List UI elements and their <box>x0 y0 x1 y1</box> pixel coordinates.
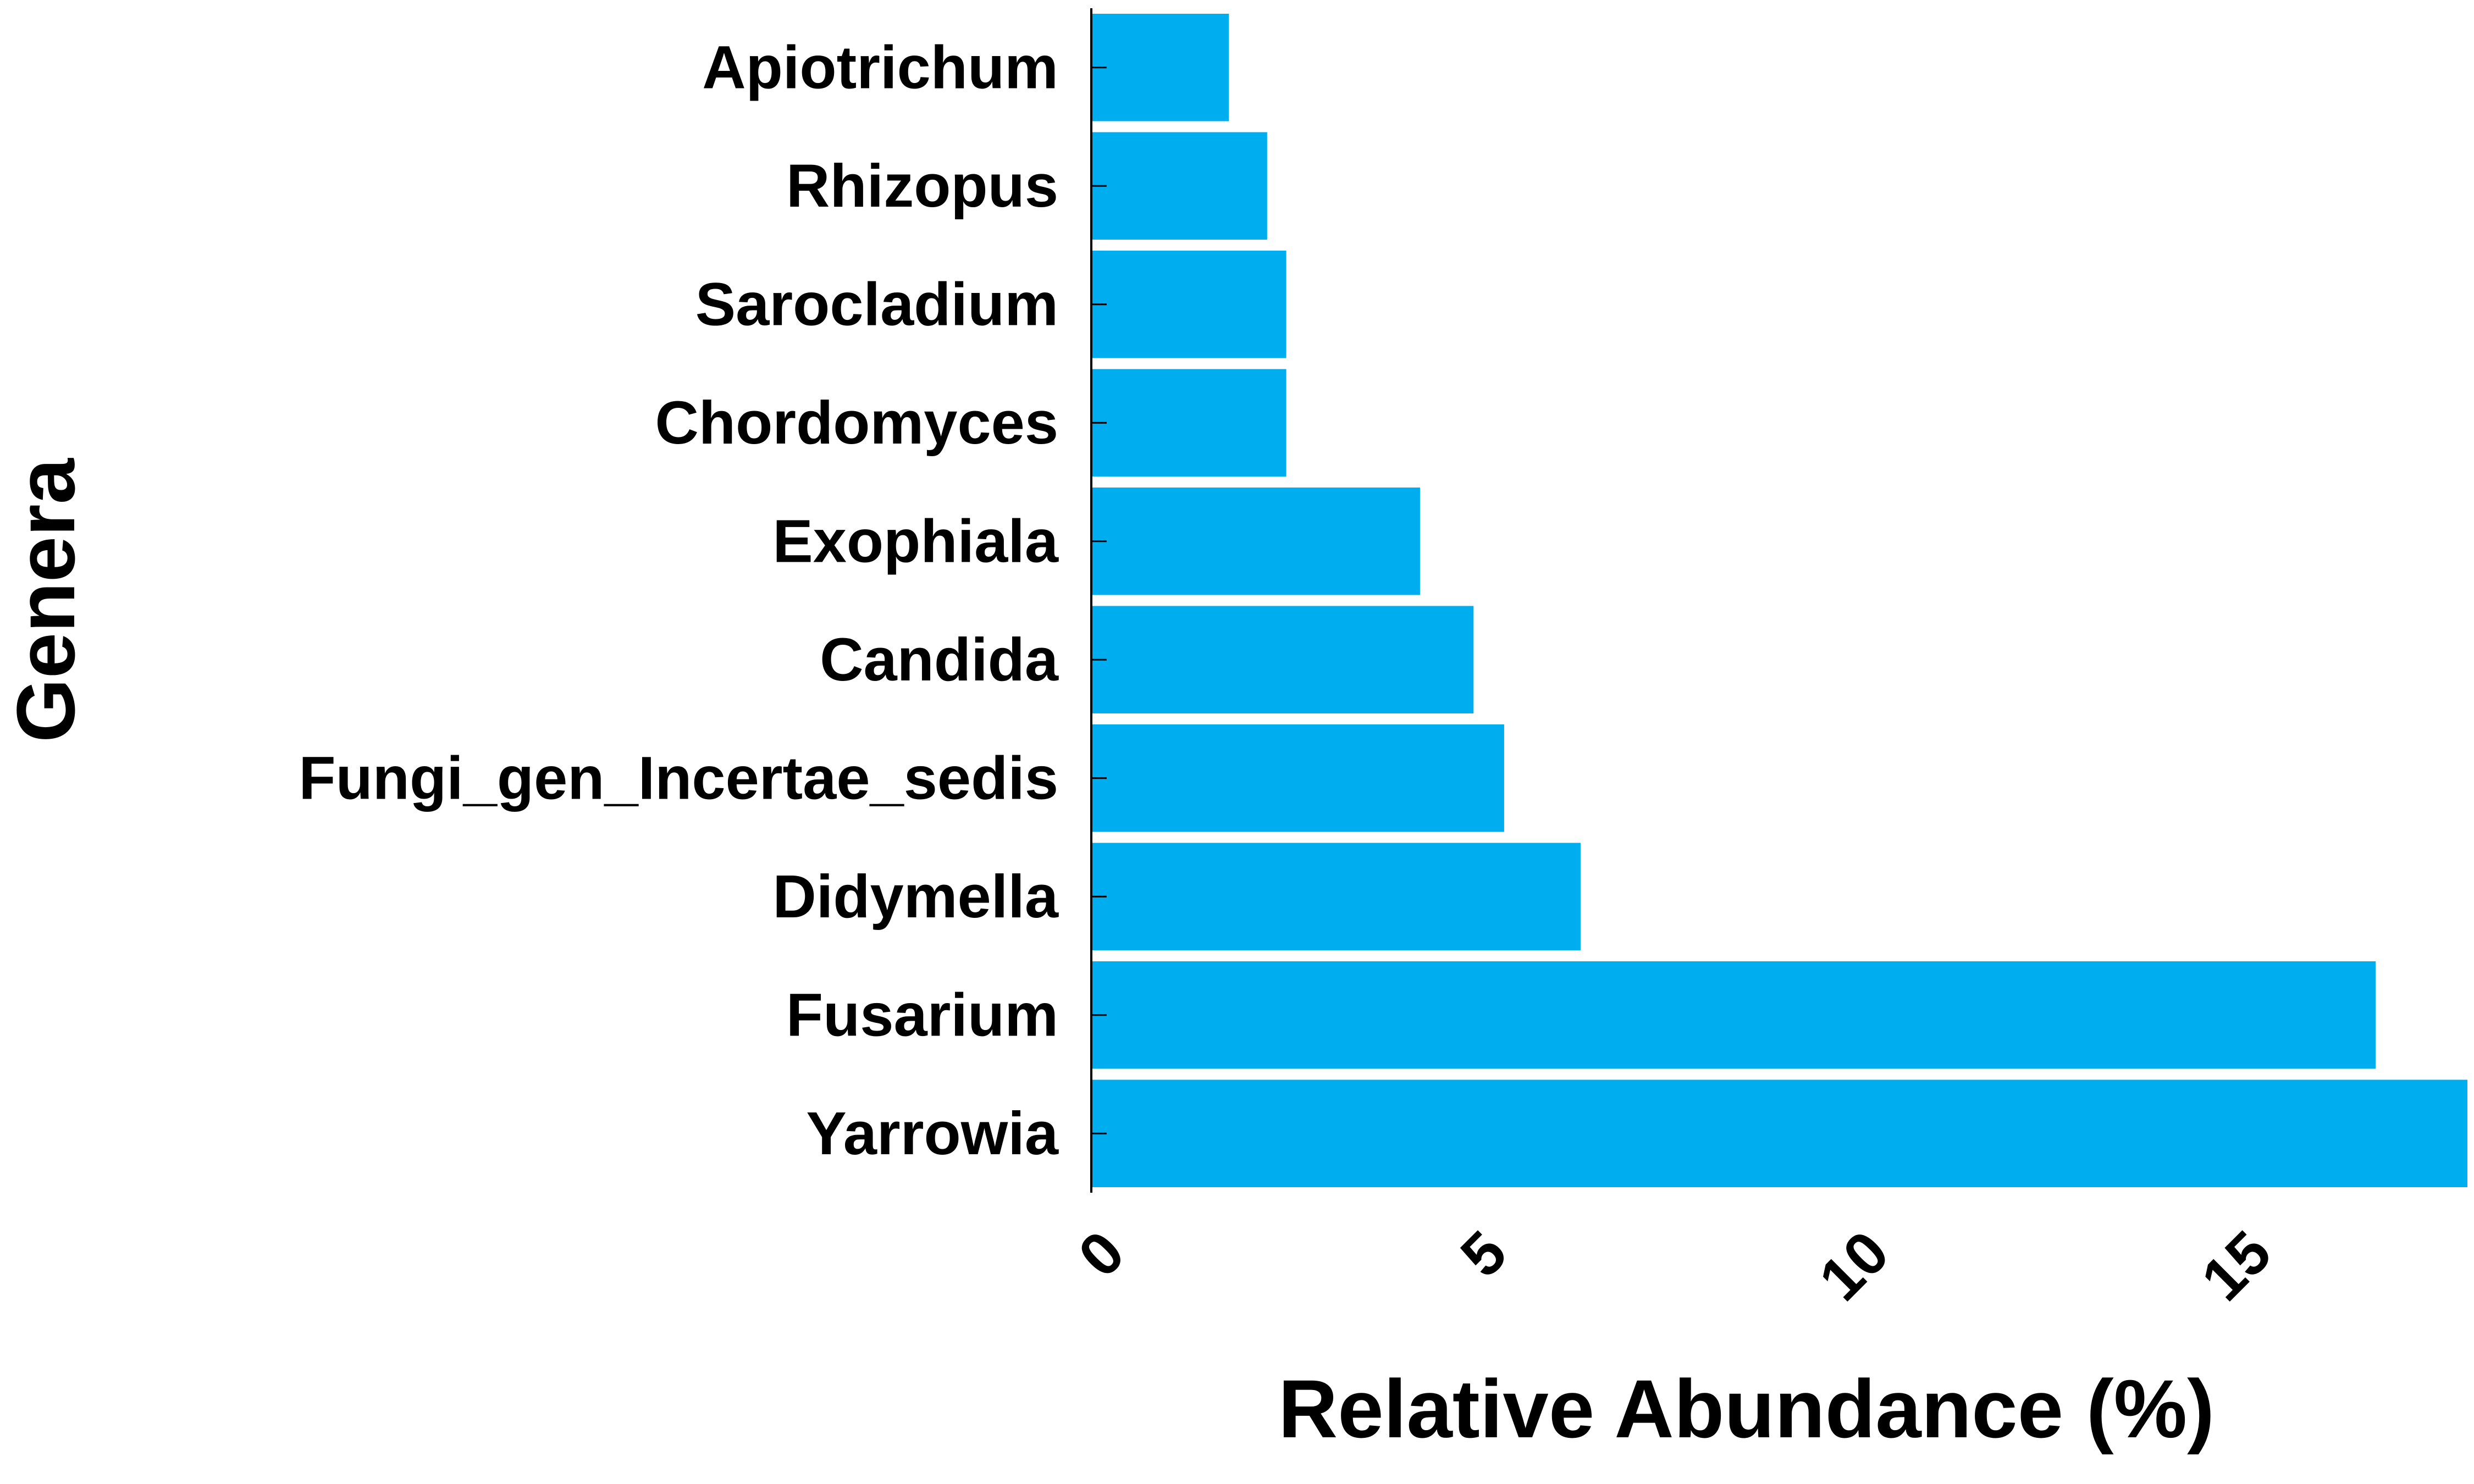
bar-sarocladium <box>1091 251 1286 358</box>
bar-exophiala <box>1091 488 1420 595</box>
x-tick-label: 0 <box>1065 1219 1137 1290</box>
bar-fusarium <box>1091 961 2376 1069</box>
category-label: Chordomyces <box>655 389 1058 457</box>
category-label: Rhizopus <box>786 152 1058 220</box>
bar-chordomyces <box>1091 369 1286 477</box>
bars-group <box>1091 14 2467 1187</box>
bar-fungi-gen-incertae-sedis <box>1091 724 1504 832</box>
category-label: Exophiala <box>772 507 1058 575</box>
x-tick-label: 15 <box>2189 1219 2284 1314</box>
y-axis-title: Genera <box>0 457 92 743</box>
category-label: Didymella <box>772 863 1058 931</box>
x-axis-title: Relative Abundance (%) <box>1278 1363 2215 1455</box>
x-tick-label: 10 <box>1807 1219 1902 1314</box>
category-label: Fungi_gen_Incertae_sedis <box>299 744 1058 812</box>
category-label: Sarocladium <box>695 270 1058 338</box>
bar-didymella <box>1091 843 1581 950</box>
bar-yarrowia <box>1091 1079 2467 1187</box>
category-label: Yarrowia <box>806 1100 1058 1167</box>
category-labels: Apiotrichum Rhizopus Sarocladium Chordomyce… <box>299 34 1058 1167</box>
category-label: Apiotrichum <box>702 34 1058 101</box>
category-label: Fusarium <box>786 981 1058 1049</box>
bar-rhizopus <box>1091 132 1267 240</box>
bar-apiotrichum <box>1091 14 1229 121</box>
bar-candida <box>1091 606 1474 713</box>
category-label: Candida <box>820 626 1059 694</box>
x-tick-label: 5 <box>1448 1219 1520 1290</box>
